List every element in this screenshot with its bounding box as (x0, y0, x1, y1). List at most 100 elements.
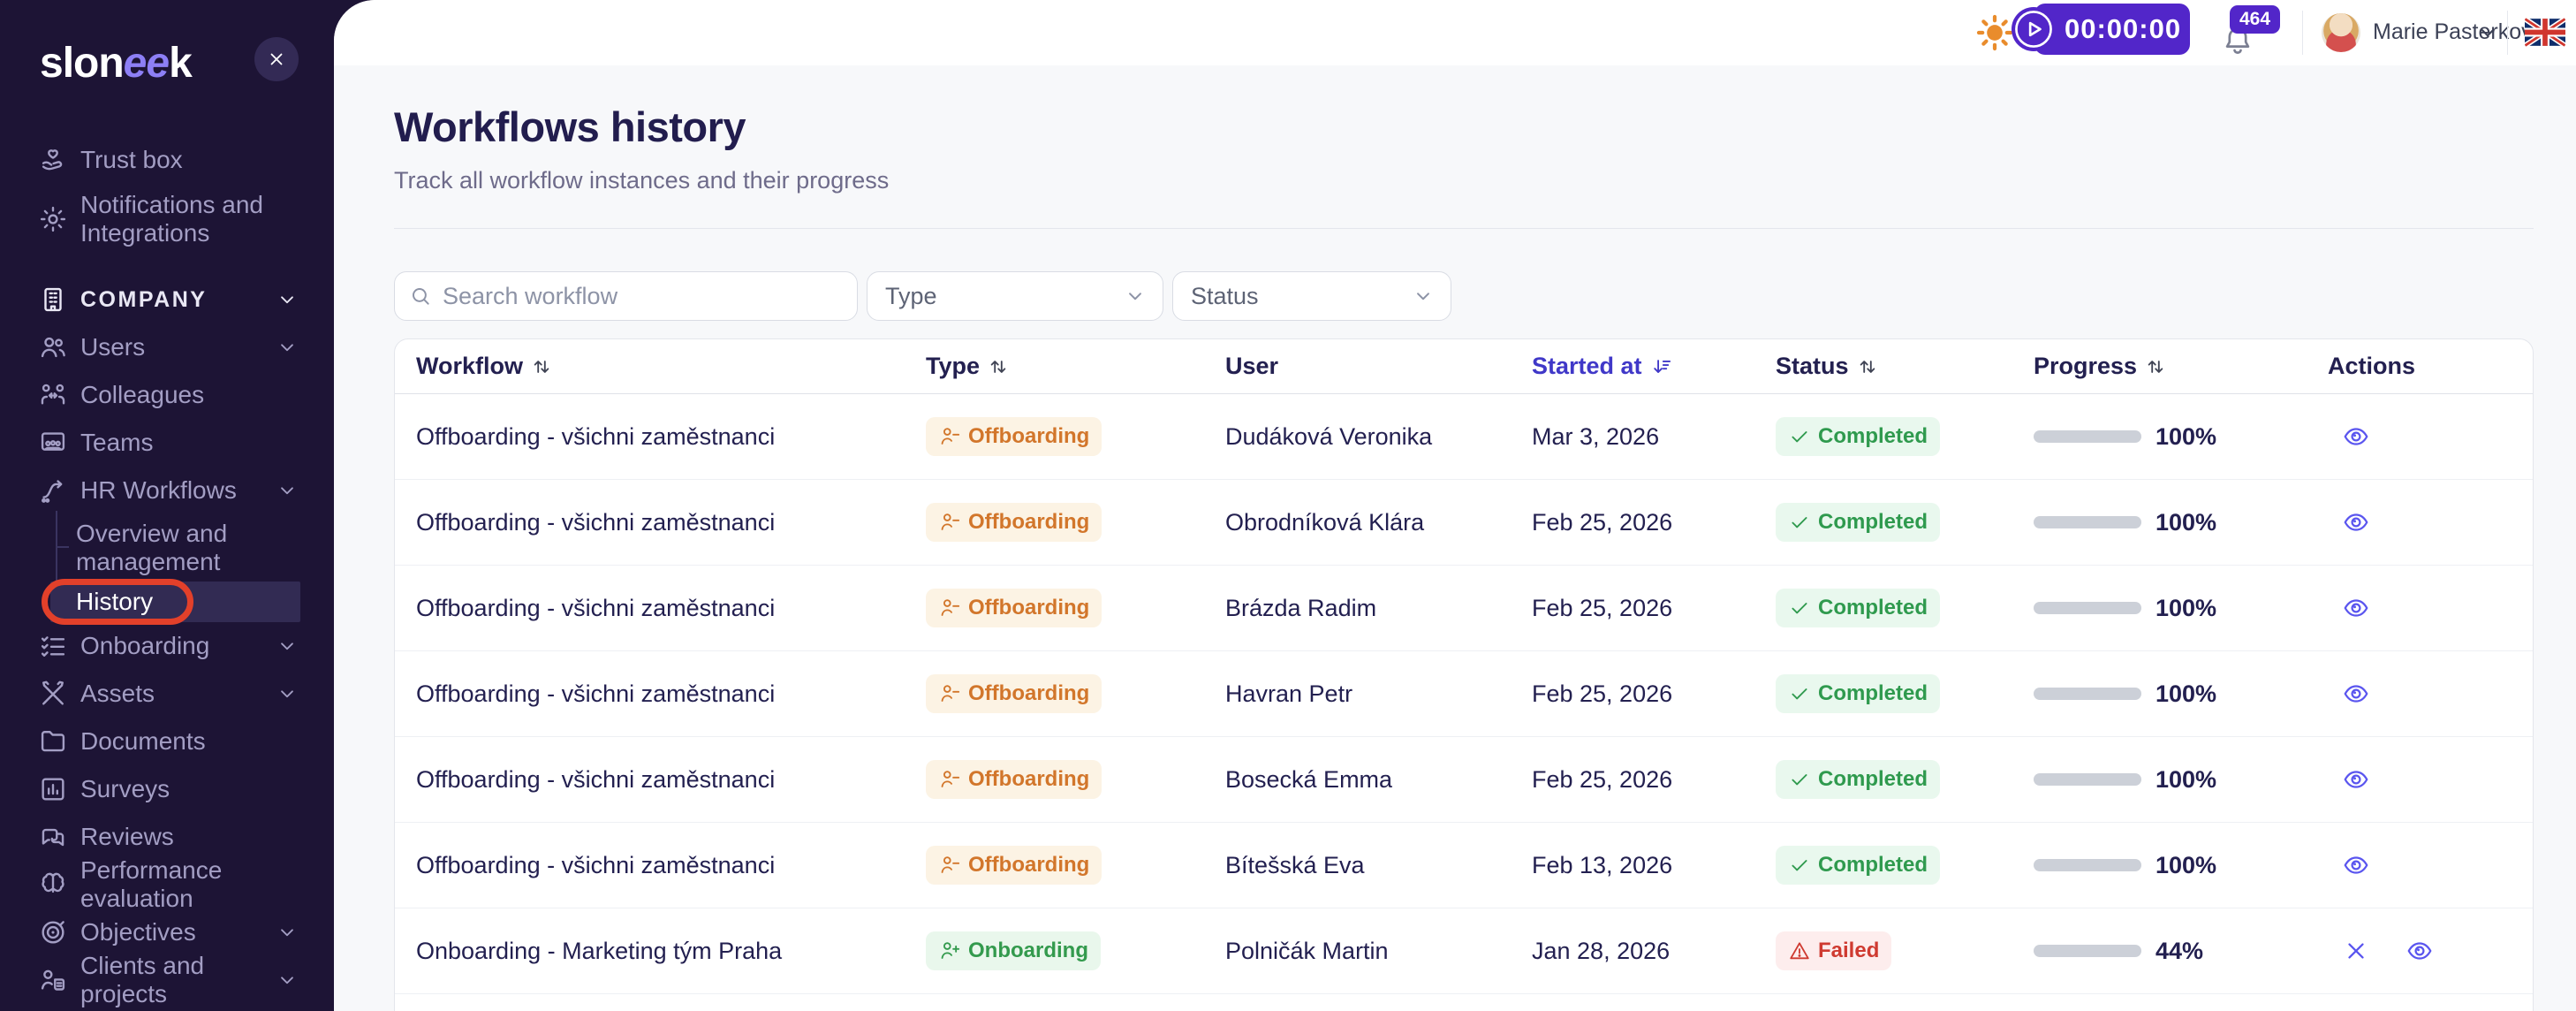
sidebar-item-label: Objectives (80, 917, 196, 946)
sidebar-item-label: Reviews (80, 822, 174, 850)
status-badge: Completed (1776, 760, 1941, 799)
tree-tick (56, 546, 69, 548)
sidebar-subitem-label: Overview and management (76, 519, 228, 575)
sidebar-subitem-history[interactable]: History (42, 579, 300, 625)
sidebar-item-users[interactable]: Users (0, 323, 334, 371)
trust-box-icon (42, 149, 63, 171)
progress-cell: 44% (2034, 938, 2328, 965)
started-at-cell: Mar 3, 2026 (1532, 422, 1660, 450)
progress-bar (2034, 430, 2141, 443)
progress-bar (2034, 516, 2141, 528)
table-row: Offboarding - všichni zaměstnanci Offboar… (395, 394, 2533, 480)
status-cell: Completed (1776, 503, 2034, 542)
column-header-started-at[interactable]: Started at (1532, 353, 1776, 380)
column-header-progress[interactable]: Progress (2034, 353, 2328, 380)
type-badge: Offboarding (926, 503, 1102, 542)
status-filter-select[interactable]: Status (1172, 271, 1451, 321)
status-cell: Failed (1776, 931, 2034, 970)
workflow-name-cell: Offboarding - všichni zaměstnanci (416, 508, 776, 536)
chevron-down-icon (1129, 293, 1141, 300)
type-badge-label: Offboarding (968, 596, 1090, 620)
user-cell: Dudáková Veronika (1225, 422, 1433, 450)
workflow-name-cell: Offboarding - všichni zaměstnanci (416, 765, 776, 793)
progress-value: 100% (2156, 765, 2217, 793)
assets-icon (42, 680, 64, 705)
eye-icon (2344, 599, 2368, 617)
view-workflow-button[interactable] (2406, 937, 2434, 965)
view-workflow-button[interactable] (2342, 680, 2370, 708)
view-workflow-button[interactable] (2342, 422, 2370, 451)
sidebar-item-label: Assets (80, 679, 155, 707)
type-badge-label: Offboarding (968, 510, 1090, 534)
sidebar-item-onboarding[interactable]: Onboarding (0, 622, 334, 670)
sidebar-item-documents[interactable]: Documents (0, 718, 334, 765)
type-filter-label: Type (885, 282, 937, 309)
play-icon[interactable] (2012, 7, 2056, 51)
sidebar-item-label: Notifications and Integrations (80, 190, 264, 247)
sidebar-item-trust-box[interactable]: Trust box (0, 136, 334, 184)
user-name[interactable]: Marie Pasterková (2373, 19, 2545, 44)
chevron-down-icon (281, 344, 293, 352)
column-header-workflow[interactable]: Workflow (416, 353, 926, 380)
sidebar-item-label: Colleagues (80, 380, 205, 408)
topbar-divider (2302, 11, 2303, 55)
user-avatar[interactable] (2322, 13, 2360, 52)
sidebar-item-company[interactable]: COMPANY (0, 276, 334, 323)
sidebar-item-clients-and-projects[interactable]: Clients and projects (0, 952, 334, 1007)
users-icon (41, 337, 65, 358)
sidebar-item-objectives[interactable]: Objectives (0, 908, 334, 956)
type-badge: Offboarding (926, 417, 1102, 456)
table-row: Offboarding - všichni zaměstnanci Offboar… (395, 737, 2533, 823)
check-icon (1792, 688, 1807, 700)
column-label: Progress (2034, 353, 2138, 379)
sidebar-item-reviews[interactable]: Reviews (0, 813, 334, 861)
view-workflow-button[interactable] (2342, 594, 2370, 622)
progress-cell: 100% (2034, 852, 2328, 879)
timer-value: 00:00:00 (2065, 13, 2182, 44)
sort-desc-icon (1653, 359, 1671, 373)
uk-flag-icon[interactable] (2525, 18, 2565, 47)
sidebar-item-hr-workflows[interactable]: HR Workflows (0, 467, 334, 514)
search-input[interactable] (443, 282, 843, 310)
type-badge-label: Offboarding (968, 853, 1090, 877)
sidebar-item-label: Performance evaluation (80, 855, 223, 912)
sidebar-item-label: Teams (80, 428, 154, 456)
started-at-cell: Feb 25, 2026 (1532, 508, 1673, 536)
sidebar-item-teams[interactable]: Teams (0, 419, 334, 467)
chevron-down-icon (281, 296, 293, 304)
time-tracker-button[interactable]: 00:00:00 (2012, 4, 2190, 55)
sidebar-item-surveys[interactable]: Surveys (0, 765, 334, 813)
sidebar-subitem-overview-and-management[interactable]: Overview and management (50, 514, 300, 582)
view-workflow-button[interactable] (2342, 765, 2370, 794)
sidebar-item-assets[interactable]: Assets (0, 670, 334, 718)
type-badge-label: Offboarding (968, 681, 1090, 705)
sidebar-item-performance-evaluation[interactable]: Performance evaluation (0, 856, 334, 912)
sidebar-item-label: HR Workflows (80, 475, 237, 504)
sidebar-collapse-button[interactable] (254, 37, 299, 81)
user-cell: Polničák Martin (1225, 937, 1389, 964)
type-filter-select[interactable]: Type (867, 271, 1163, 321)
filters-row: Type Status (394, 271, 2534, 321)
view-workflow-button[interactable] (2342, 508, 2370, 536)
workflow-search[interactable] (394, 271, 858, 321)
check-icon (1792, 603, 1807, 614)
cancel-workflow-button[interactable] (2342, 937, 2370, 965)
status-badge-label: Completed (1818, 681, 1928, 705)
sort-icon (990, 360, 1006, 373)
sidebar-item-colleagues[interactable]: Colleagues (0, 371, 334, 419)
chevron-down-icon[interactable] (2476, 21, 2499, 44)
sidebar-item-label: COMPANY (80, 286, 208, 312)
type-badge: Offboarding (926, 674, 1102, 713)
view-workflow-button[interactable] (2342, 851, 2370, 879)
page-content: Workflows history Track all workflow ins… (334, 65, 2576, 1011)
progress-bar (2034, 688, 2141, 700)
type-badge: Offboarding (926, 760, 1102, 799)
table-row: Offboarding - všichni zaměstnanci Offboar… (395, 480, 2533, 566)
progress-value: 100% (2156, 508, 2217, 536)
sidebar-item-notifications-and-integrations[interactable]: Notifications and Integrations (0, 184, 334, 255)
status-filter-label: Status (1191, 282, 1259, 309)
column-header-type[interactable]: Type (926, 353, 1225, 380)
column-header-status[interactable]: Status (1776, 353, 2034, 380)
notifications-button[interactable]: 464 (2221, 5, 2292, 62)
progress-bar (2034, 602, 2141, 614)
